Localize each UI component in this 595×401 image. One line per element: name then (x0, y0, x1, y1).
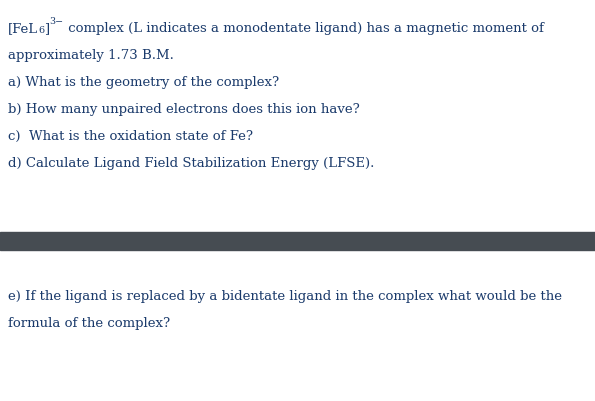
Text: 6: 6 (38, 26, 44, 35)
Text: complex (L indicates a monodentate ligand) has a magnetic moment of: complex (L indicates a monodentate ligan… (64, 22, 543, 35)
Text: e) If the ligand is replaced by a bidentate ligand in the complex what would be : e) If the ligand is replaced by a bident… (8, 290, 562, 303)
Text: c)  What is the oxidation state of Fe?: c) What is the oxidation state of Fe? (8, 130, 253, 143)
Text: d) Calculate Ligand Field Stabilization Energy (LFSE).: d) Calculate Ligand Field Stabilization … (8, 157, 374, 170)
Text: approximately 1.73 B.M.: approximately 1.73 B.M. (8, 49, 174, 62)
Bar (0, 232, 595, 250)
Text: b) How many unpaired electrons does this ion have?: b) How many unpaired electrons does this… (8, 103, 360, 116)
Text: a) What is the geometry of the complex?: a) What is the geometry of the complex? (8, 76, 279, 89)
Text: formula of the complex?: formula of the complex? (8, 317, 170, 330)
Text: 3−: 3− (49, 17, 64, 26)
Text: [FeL: [FeL (8, 22, 38, 35)
Text: ]: ] (44, 22, 49, 35)
